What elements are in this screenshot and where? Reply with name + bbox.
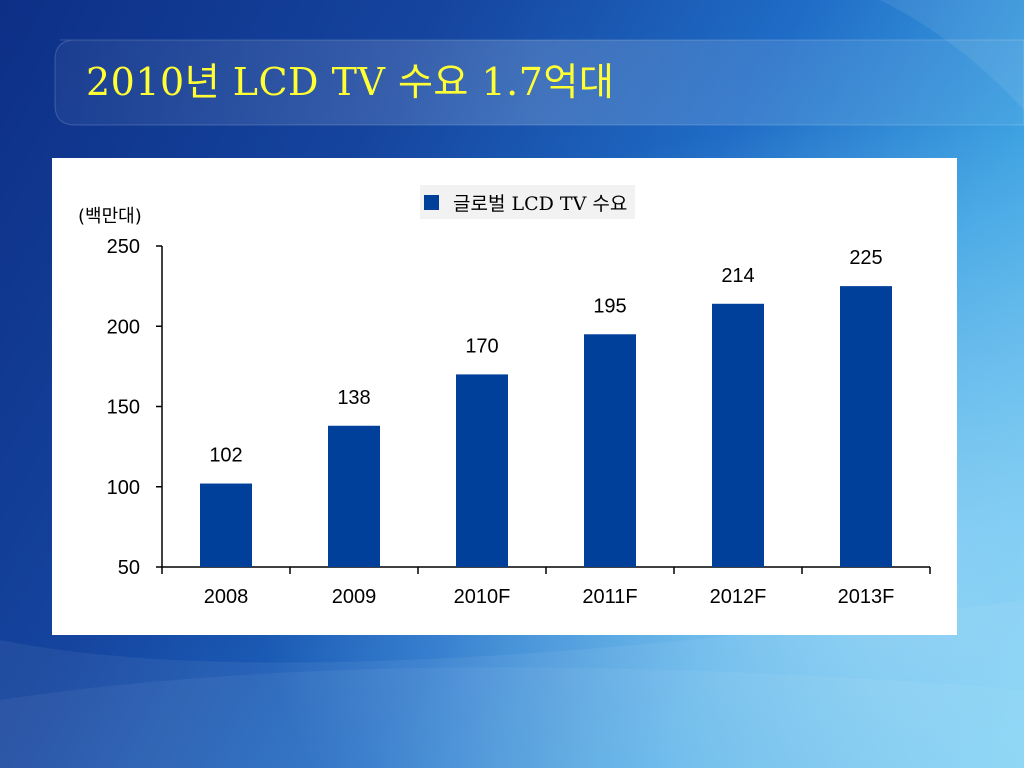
data-label-2008: 102 [209, 445, 242, 467]
bar-2010F [456, 374, 508, 567]
y-axis: 50 100 150 200 250 [107, 236, 163, 579]
y-tick-label: 50 [118, 557, 140, 579]
data-label-2010F: 170 [465, 335, 498, 357]
bar-2009 [328, 425, 380, 567]
x-tick-label-2011F: 2011F [582, 586, 637, 608]
x-tick-label-2013F: 2013F [838, 586, 895, 608]
y-tick-label: 200 [107, 316, 140, 338]
x-tick-label-2012F: 2012F [710, 586, 767, 608]
bar-series [200, 286, 892, 567]
bar-2011F [584, 334, 636, 567]
data-label-2012F: 214 [721, 265, 754, 287]
data-labels: 102 138 170 195 214 225 [209, 247, 882, 466]
data-label-2009: 138 [337, 387, 370, 409]
x-axis: 2008 2009 2010F 2011F 2012F 2013F [161, 566, 931, 608]
chart-panel: (백만대) 50 100 150 200 250 2008 2009 2010F 2011F 2… [52, 158, 957, 635]
bar-2008 [200, 483, 252, 567]
legend: 글로벌 LCD TV 수요 [420, 185, 636, 219]
data-label-2011F: 195 [593, 295, 626, 317]
x-tick-label-2008: 2008 [204, 586, 249, 608]
y-axis-unit-label: (백만대) [78, 206, 142, 227]
bar-2013F [840, 286, 892, 567]
y-tick-label: 100 [107, 477, 140, 499]
y-tick-label: 150 [107, 397, 140, 419]
x-tick-label-2009: 2009 [332, 586, 377, 608]
legend-swatch [424, 194, 439, 210]
slide-title: 2010년 LCD TV 수요 1.7억대 [86, 60, 615, 104]
bar-2012F [712, 303, 764, 567]
legend-label: 글로벌 LCD TV 수요 [453, 192, 628, 215]
y-tick-label: 250 [107, 236, 140, 258]
data-label-2013F: 225 [849, 247, 882, 269]
x-tick-label-2010F: 2010F [454, 586, 511, 608]
